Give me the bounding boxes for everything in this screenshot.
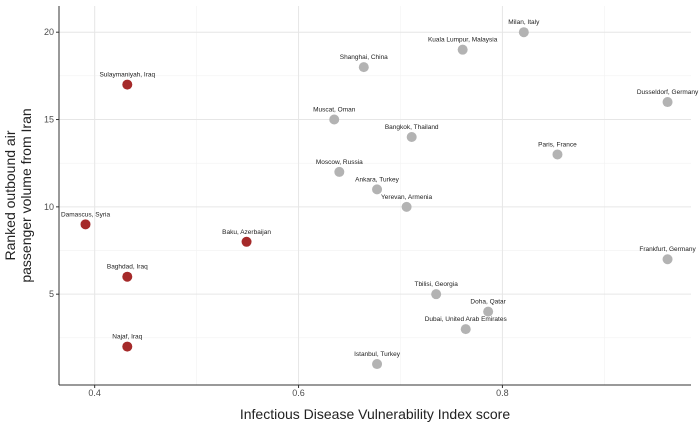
point-label: Baghdad, Iraq bbox=[107, 264, 148, 271]
point-label: Ankara, Turkey bbox=[355, 176, 399, 183]
y-tick-label: 20 bbox=[44, 27, 54, 37]
data-point bbox=[406, 131, 417, 142]
y-axis-title-line: Ranked outbound air bbox=[2, 130, 18, 260]
point-label: Moscow, Russia bbox=[316, 159, 363, 166]
x-axis-ticks: 0.4 0.6 0.8 bbox=[88, 385, 509, 398]
y-tick-label: 5 bbox=[49, 289, 54, 299]
data-point bbox=[401, 201, 412, 212]
data-point bbox=[241, 236, 252, 247]
point-label: Istanbul, Turkey bbox=[354, 351, 401, 358]
data-point bbox=[460, 324, 471, 335]
data-point bbox=[329, 114, 340, 125]
data-point bbox=[552, 149, 563, 160]
y-axis-title: Ranked outbound air passenger volume from… bbox=[2, 108, 34, 282]
point-label: Kuala Lumpur, Malaysia bbox=[428, 37, 498, 44]
data-point bbox=[372, 184, 383, 195]
point-label: Paris, France bbox=[538, 141, 577, 148]
point-label: Dubai, United Arab Emirates bbox=[425, 316, 508, 323]
axes bbox=[58, 6, 691, 386]
point-label: Milan, Italy bbox=[508, 19, 540, 26]
point-label: Damascus, Syria bbox=[61, 211, 111, 218]
point-label: Tbilisi, Georgia bbox=[414, 281, 458, 288]
x-axis-title: Infectious Disease Vulnerability Index s… bbox=[240, 406, 511, 422]
data-point bbox=[662, 97, 673, 108]
point-label: Bangkok, Thailand bbox=[385, 124, 439, 131]
y-tick-label: 10 bbox=[44, 202, 54, 212]
y-axis-ticks: 5 10 15 20 bbox=[44, 27, 59, 299]
x-tick-label: 0.6 bbox=[292, 388, 305, 398]
point-label: Shanghai, China bbox=[340, 54, 388, 61]
data-point bbox=[334, 166, 345, 177]
point-label: Muscat, Oman bbox=[313, 107, 356, 114]
data-point bbox=[122, 341, 133, 352]
point-label: Doha, Qatar bbox=[470, 299, 506, 306]
data-point bbox=[122, 271, 133, 282]
point-labels: Milan, Italy Kuala Lumpur, Malaysia Shangh… bbox=[61, 19, 699, 358]
data-point bbox=[358, 62, 369, 73]
point-label: Baku, Azerbaijan bbox=[222, 229, 271, 236]
grid-lines bbox=[59, 6, 691, 385]
point-label: Najaf, Iraq bbox=[112, 334, 142, 341]
data-point bbox=[80, 219, 91, 230]
x-tick-label: 0.4 bbox=[88, 388, 101, 398]
point-label: Dusseldorf, Germany bbox=[637, 89, 699, 96]
data-points bbox=[80, 27, 673, 370]
data-point bbox=[122, 79, 133, 90]
x-tick-label: 0.8 bbox=[496, 388, 509, 398]
point-label: Sulaymaniyah, Iraq bbox=[99, 72, 155, 79]
data-point bbox=[457, 44, 468, 55]
data-point bbox=[662, 254, 673, 265]
data-point bbox=[431, 289, 442, 300]
data-point bbox=[518, 27, 529, 38]
y-axis-title-line: passenger volume from Iran bbox=[18, 108, 34, 282]
data-point bbox=[483, 306, 494, 317]
point-label: Yerevan, Armenia bbox=[381, 194, 432, 201]
point-label: Frankfurt, Germany bbox=[639, 246, 696, 253]
y-tick-label: 15 bbox=[44, 115, 54, 125]
data-point bbox=[372, 359, 383, 370]
